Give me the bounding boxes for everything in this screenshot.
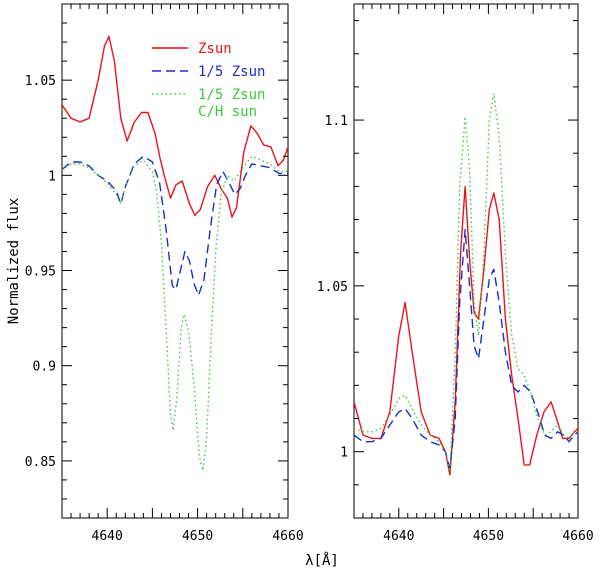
legend-label: C/H sun [198, 104, 257, 120]
x-tick-label: 4650 [473, 529, 504, 544]
series-line-1-5-zsun-c-h-sun [354, 92, 578, 473]
y-tick-label: 0.9 [33, 360, 56, 375]
series-line-zsun [354, 185, 578, 476]
y-tick-label: 0.95 [25, 265, 56, 280]
series-line-1-5-zsun [354, 228, 578, 469]
x-tick-label: 4650 [182, 529, 213, 544]
legend-label: 1/5 Zsun [198, 87, 265, 103]
x-tick-label: 4660 [562, 529, 593, 544]
y-tick-label: 1.05 [317, 280, 348, 295]
series-line-zsun [62, 35, 288, 218]
right-ticks-layer: 4640 4650 4660 1 1.05 1.1 [317, 4, 594, 544]
x-tick-label: 4640 [383, 529, 414, 544]
x-tick-label: 4640 [92, 529, 123, 544]
left-y-axis-label: Normalized flux [6, 198, 22, 324]
legend-label: Zsun [198, 41, 232, 57]
right-plot-frame [353, 3, 579, 519]
legend-label: 1/5 Zsun [198, 64, 265, 80]
left-panel: 4640 4650 4660 0.85 0.9 0.95 1 1.05 Normalized … [6, 3, 304, 544]
right-series-layer [354, 92, 578, 476]
right-panel: 4640 4650 4660 1 1.05 1.1 [317, 3, 594, 544]
y-tick-label: 0.85 [25, 455, 56, 470]
series-line-1-5-zsun [62, 155, 288, 296]
y-tick-label: 1.1 [325, 114, 348, 129]
y-tick-label: 1 [340, 446, 348, 461]
series-line-1-5-zsun-c-h-sun [62, 155, 288, 472]
y-tick-label: 1 [48, 169, 56, 184]
left-plot-frame [61, 3, 289, 519]
y-tick-label: 1.05 [25, 74, 56, 89]
x-tick-label: 4660 [272, 529, 303, 544]
left-ticks-layer: 4640 4650 4660 0.85 0.9 0.95 1 1.05 [25, 3, 304, 544]
x-axis-label: λ[Å] [305, 552, 339, 569]
left-series-layer [62, 35, 288, 472]
